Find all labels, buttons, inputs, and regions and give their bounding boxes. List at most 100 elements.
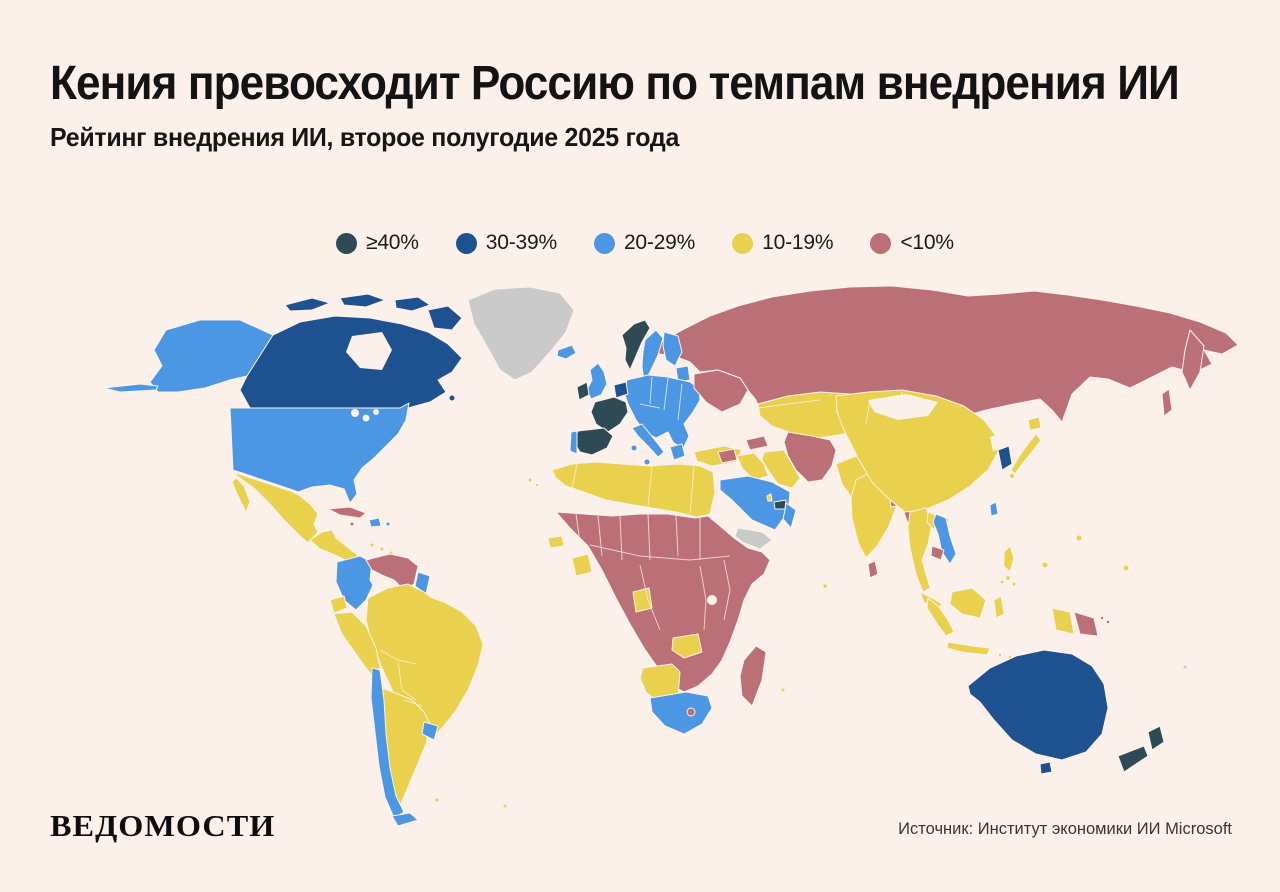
country-brazil [365, 583, 484, 745]
legend-label: 30-39% [485, 231, 557, 254]
region-pacific-island-1 [1041, 561, 1049, 569]
region-sicily [643, 458, 651, 466]
region-baja-california [231, 477, 251, 513]
lake-victoria [707, 595, 717, 605]
region-uzbekistan-turkmenistan-afghanistan [783, 431, 837, 483]
country-colombia [335, 555, 374, 611]
region-falklands [434, 797, 440, 803]
region-solomon-1 [1099, 615, 1105, 621]
region-west-papua [1051, 607, 1075, 635]
region-pacific-island-3 [1122, 564, 1130, 572]
country-cambodia [930, 545, 945, 561]
country-iraq [736, 452, 769, 481]
legend-label: ≥40% [366, 231, 419, 254]
region-south-atlantic-island [502, 803, 508, 809]
country-france [590, 396, 629, 433]
legend-label: <10% [900, 231, 954, 254]
region-canary-1 [527, 477, 533, 483]
region-tierra-del-fuego [391, 812, 419, 827]
country-iran [761, 449, 801, 489]
country-new-zealand-south [1117, 745, 1149, 773]
country-chile [370, 667, 405, 819]
legend-item-20-29: 20-29% [593, 231, 696, 255]
region-alaska [149, 319, 274, 393]
country-indonesia-borneo [949, 587, 987, 619]
legend-item-lt10: <10% [870, 231, 954, 255]
country-papua-new-guinea [1073, 611, 1099, 637]
region-maldives [822, 583, 828, 589]
country-usa [229, 402, 410, 504]
country-china [835, 389, 999, 513]
country-borders [317, 376, 903, 707]
country-zambia [671, 633, 703, 659]
country-norway [621, 319, 651, 371]
country-ireland [576, 381, 590, 401]
region-solomon-2 [1105, 619, 1111, 625]
region-aleutians [103, 383, 159, 393]
country-netherlands-belgium [613, 381, 629, 399]
country-jamaica [349, 521, 355, 527]
legend-item-10-19: 10-19% [732, 231, 834, 255]
region-new-caledonia [1182, 664, 1188, 670]
country-saudi-arabia [719, 475, 791, 531]
country-uruguay [421, 721, 439, 741]
country-finland [662, 331, 683, 367]
great-lakes-3 [373, 409, 379, 415]
legend-swatch-10-19-icon [732, 232, 754, 254]
country-qatar [766, 493, 773, 502]
country-canada-baffin [427, 305, 463, 331]
page-title: Кения превосходит Россию по темпам внедр… [50, 57, 1180, 110]
legend-label: 10-19% [762, 231, 834, 254]
country-lesotho [686, 707, 696, 717]
region-lesser-sunda-1 [997, 652, 1003, 658]
country-philippines-island-1 [1005, 575, 1011, 581]
country-greenland [467, 286, 575, 381]
country-cote-divoire [571, 553, 593, 577]
country-philippines-island-3 [999, 579, 1005, 585]
legend-swatch-lt10-icon [870, 232, 892, 254]
country-italy [631, 423, 665, 458]
country-russia-sakhalin [1161, 388, 1173, 417]
legend-swatch-gte40-icon [336, 232, 357, 254]
region-hispaniola [368, 517, 382, 528]
country-australia [967, 649, 1109, 761]
country-new-zealand-north [1147, 725, 1165, 751]
country-vietnam [932, 513, 957, 565]
map-legend: ≥40% 30-39% 20-29% 10-19% <10% [336, 231, 954, 255]
country-japan-hokkaido [1027, 416, 1042, 431]
region-antilles-2 [379, 546, 385, 552]
region-pacific-island-2 [1075, 534, 1083, 542]
vedomosti-logo: ВЕДОМОСТИ [50, 808, 276, 843]
country-japan-honshu [1010, 433, 1042, 475]
page-subtitle: Рейтинг внедрения ИИ, второе полугодие 2… [50, 122, 680, 152]
country-peru [333, 611, 381, 677]
country-north-korea-nodata [990, 433, 1005, 451]
region-western-sahara-nodata [546, 496, 568, 512]
country-south-africa [649, 691, 713, 735]
country-ecuador [329, 595, 348, 614]
country-yemen [734, 527, 773, 550]
region-caucasus [745, 435, 769, 451]
country-japan-kyushu [1009, 473, 1015, 479]
country-russia-kamchatka [1181, 329, 1205, 391]
country-taiwan [989, 501, 999, 517]
country-mongolia-nodata [868, 394, 938, 420]
country-ukraine-belarus [693, 369, 749, 413]
country-iceland [556, 344, 577, 360]
region-newfoundland [448, 394, 456, 402]
country-canada [239, 315, 463, 409]
country-mauritius [780, 687, 786, 693]
source-note: Источник: Институт экономики ИИ Microsof… [898, 820, 1232, 838]
country-united-kingdom [586, 362, 608, 400]
country-canada-island-2 [339, 293, 386, 308]
country-indonesia-sumatra [926, 597, 955, 637]
legend-label: 20-29% [623, 231, 696, 254]
country-philippines-island-2 [1011, 581, 1017, 587]
country-senegal [547, 535, 565, 549]
legend-swatch-20-29-icon [593, 232, 615, 254]
country-canada-island-1 [284, 297, 331, 312]
black-sea [706, 428, 748, 444]
region-central-europe [623, 374, 701, 450]
great-lakes-2 [362, 414, 370, 422]
